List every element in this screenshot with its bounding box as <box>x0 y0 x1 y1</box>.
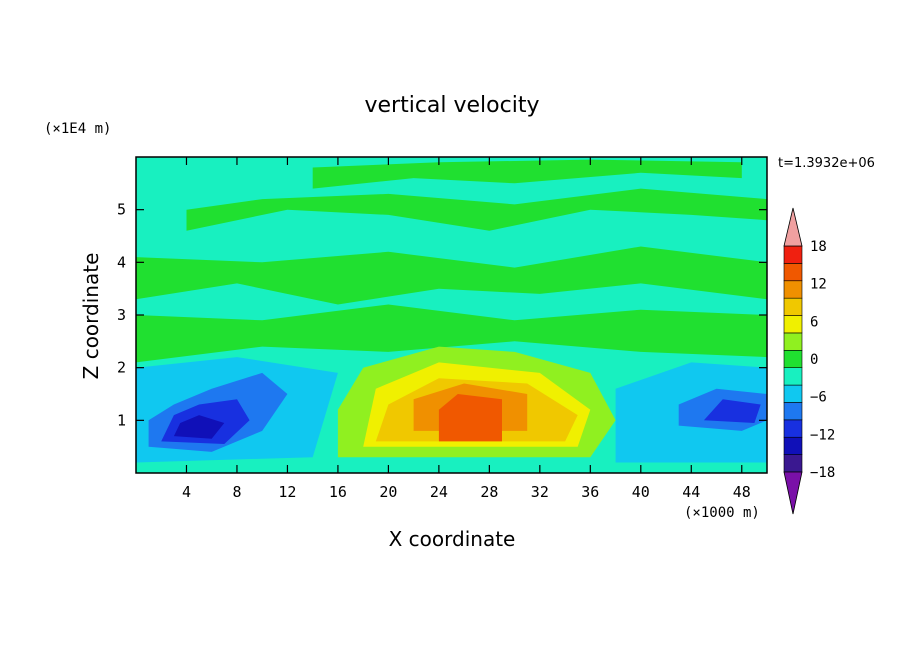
colorbar-band <box>783 263 803 282</box>
colorbar-band <box>783 280 803 299</box>
colorbar-tick-label: 12 <box>810 277 827 293</box>
x-tick-label: 48 <box>733 483 751 501</box>
colorbar-band <box>783 245 803 264</box>
x-tick-label: 28 <box>480 483 498 501</box>
x-tick-label: 44 <box>682 483 700 501</box>
x-axis-label: X coordinate <box>389 527 516 551</box>
x-tick-label: 24 <box>430 483 448 501</box>
y-tick-label: 1 <box>117 411 126 429</box>
x-tick-label: 40 <box>632 483 650 501</box>
contour-region <box>438 394 502 442</box>
y-tick-label: 5 <box>117 201 126 219</box>
x-tick-label: 20 <box>379 483 397 501</box>
colorbar-tick-label: 18 <box>810 239 827 255</box>
x-tick-label: 36 <box>581 483 599 501</box>
x-tick-label: 16 <box>329 483 347 501</box>
colorbar-tick-label: −18 <box>810 465 835 481</box>
colorbar-min-arrow <box>783 471 803 515</box>
y-tick-label: 4 <box>117 253 126 271</box>
x-scale-note: (×1000 m) <box>684 505 760 521</box>
colorbar-band <box>783 315 803 334</box>
colorbar-band <box>783 402 803 421</box>
x-tick-label: 4 <box>182 483 191 501</box>
colorbar-band <box>783 367 803 386</box>
contour-region <box>173 415 225 439</box>
colorbar-band <box>783 384 803 403</box>
colorbar-max-arrow <box>783 207 803 247</box>
colorbar-tick-label: 6 <box>810 314 818 330</box>
colorbar-band <box>783 297 803 316</box>
colorbar-band <box>783 350 803 368</box>
plot-area <box>135 156 768 474</box>
chart-title: vertical velocity <box>364 93 539 118</box>
y-scale-note: (×1E4 m) <box>44 121 111 137</box>
x-tick-label: 32 <box>531 483 549 501</box>
y-axis: 1 2 3 4 5 <box>117 201 767 429</box>
colorbar-tick-label: −12 <box>810 427 835 443</box>
colorbar-band <box>783 436 803 455</box>
contour-region <box>186 188 767 231</box>
contour-fill-layer <box>136 159 767 463</box>
x-tick-label: 12 <box>278 483 296 501</box>
contour-region <box>703 399 761 423</box>
time-label: t=1.3932e+06 <box>778 156 875 171</box>
y-axis-label: Z coordinate <box>79 253 103 380</box>
colorbar-band <box>783 454 803 473</box>
contour-region <box>312 159 742 189</box>
colorbar-band <box>783 332 803 351</box>
colorbar: 18 12 6 0 −6 −12 −18 <box>783 207 835 515</box>
colorbar-band <box>783 419 803 438</box>
x-tick-label: 8 <box>232 483 241 501</box>
colorbar-tick-label: −6 <box>810 390 827 406</box>
contour-region <box>136 246 767 305</box>
contour-region <box>136 304 767 363</box>
y-tick-label: 2 <box>117 359 126 377</box>
x-axis: 4 8 12 16 20 24 28 32 36 40 44 48 <box>182 157 751 501</box>
colorbar-tick-label: 0 <box>810 352 818 368</box>
y-tick-label: 3 <box>117 306 126 324</box>
